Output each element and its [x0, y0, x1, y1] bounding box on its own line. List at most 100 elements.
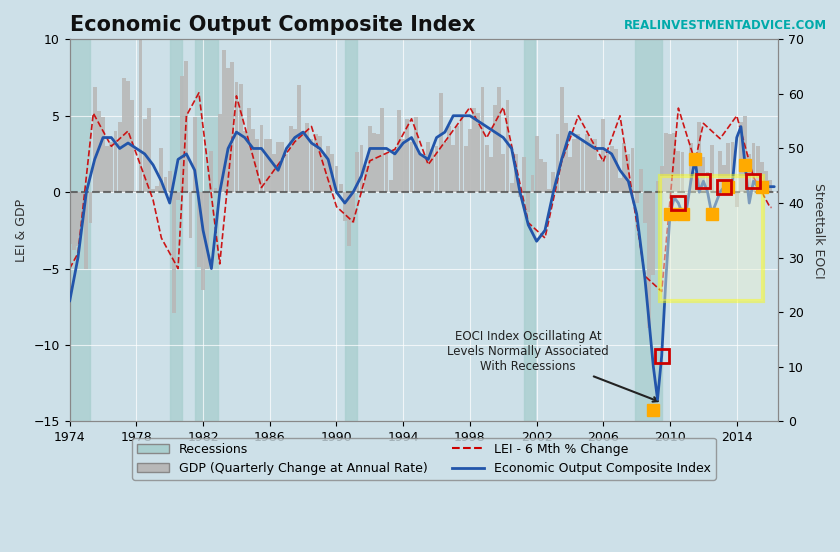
- Bar: [414, 117, 417, 192]
- Bar: [493, 105, 496, 192]
- Bar: [272, 154, 276, 192]
- Bar: [151, 189, 155, 192]
- Bar: [347, 192, 351, 246]
- Bar: [176, 192, 180, 200]
- Bar: [260, 125, 264, 192]
- Bar: [727, 143, 730, 192]
- Bar: [506, 100, 509, 192]
- Bar: [752, 143, 755, 192]
- Bar: [655, 182, 659, 192]
- Bar: [239, 84, 243, 192]
- Bar: [576, 134, 580, 192]
- Bar: [547, 189, 551, 192]
- Bar: [464, 146, 468, 192]
- Bar: [76, 192, 80, 246]
- Bar: [589, 140, 593, 192]
- Bar: [597, 160, 601, 192]
- Bar: [68, 192, 71, 244]
- Bar: [326, 146, 330, 192]
- Bar: [430, 150, 434, 192]
- Bar: [764, 171, 768, 192]
- Bar: [635, 39, 662, 421]
- Bar: [172, 192, 176, 313]
- Bar: [706, 172, 710, 192]
- Bar: [397, 110, 401, 192]
- Bar: [485, 145, 489, 192]
- Bar: [527, 192, 530, 212]
- Bar: [226, 68, 230, 192]
- Bar: [195, 39, 218, 421]
- Bar: [385, 154, 388, 192]
- Bar: [427, 142, 430, 192]
- Bar: [610, 146, 613, 192]
- Bar: [293, 130, 297, 192]
- Bar: [170, 39, 182, 421]
- Bar: [318, 136, 322, 192]
- Bar: [276, 142, 280, 192]
- Bar: [459, 117, 464, 192]
- Bar: [722, 164, 726, 192]
- Bar: [218, 114, 222, 192]
- Bar: [213, 188, 218, 192]
- Bar: [168, 171, 171, 192]
- Bar: [343, 192, 347, 221]
- Bar: [126, 81, 130, 192]
- Bar: [281, 142, 284, 192]
- Bar: [480, 87, 485, 192]
- Bar: [618, 178, 622, 192]
- Bar: [535, 136, 538, 192]
- Bar: [155, 186, 159, 192]
- Bar: [364, 166, 368, 192]
- Bar: [731, 142, 734, 192]
- Y-axis label: Streettalk EOCI: Streettalk EOCI: [812, 183, 825, 278]
- Bar: [489, 157, 493, 192]
- Bar: [310, 139, 313, 192]
- Bar: [664, 132, 668, 192]
- Bar: [355, 152, 360, 192]
- Bar: [601, 119, 606, 192]
- Bar: [676, 151, 680, 192]
- Bar: [568, 157, 572, 192]
- Bar: [389, 180, 392, 192]
- Bar: [418, 154, 422, 192]
- Bar: [84, 192, 88, 268]
- Bar: [735, 192, 738, 208]
- Bar: [302, 131, 305, 192]
- Bar: [209, 151, 213, 192]
- Bar: [524, 39, 535, 421]
- Bar: [201, 192, 205, 290]
- Bar: [585, 134, 589, 192]
- Bar: [710, 145, 714, 192]
- Y-axis label: LEI & GDP: LEI & GDP: [15, 199, 28, 262]
- Bar: [543, 162, 547, 192]
- Bar: [351, 192, 355, 222]
- Bar: [672, 132, 676, 192]
- Bar: [139, 0, 143, 192]
- Bar: [105, 146, 109, 192]
- Bar: [643, 192, 647, 222]
- Bar: [268, 139, 271, 192]
- Bar: [714, 190, 718, 192]
- Bar: [160, 148, 163, 192]
- Bar: [70, 39, 91, 421]
- Bar: [410, 142, 413, 192]
- Bar: [531, 176, 534, 192]
- Legend: Recessions, GDP (Quarterly Change at Annual Rate), LEI - 6 Mth % Change, Economi: Recessions, GDP (Quarterly Change at Ann…: [133, 438, 716, 480]
- Bar: [185, 61, 188, 192]
- Bar: [522, 157, 526, 192]
- Bar: [289, 126, 292, 192]
- Bar: [501, 154, 505, 192]
- Bar: [376, 134, 381, 192]
- Bar: [122, 77, 126, 192]
- Bar: [423, 154, 426, 192]
- Bar: [659, 166, 664, 192]
- Bar: [739, 122, 743, 192]
- Bar: [660, 176, 764, 301]
- Bar: [393, 150, 396, 192]
- Bar: [718, 151, 722, 192]
- Bar: [447, 126, 451, 192]
- Bar: [313, 134, 318, 192]
- Bar: [339, 184, 343, 192]
- Bar: [631, 148, 634, 192]
- Bar: [101, 117, 105, 192]
